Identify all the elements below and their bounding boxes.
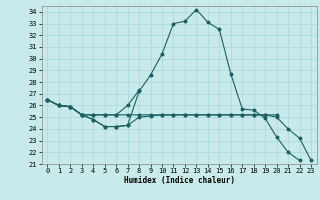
X-axis label: Humidex (Indice chaleur): Humidex (Indice chaleur) xyxy=(124,176,235,185)
